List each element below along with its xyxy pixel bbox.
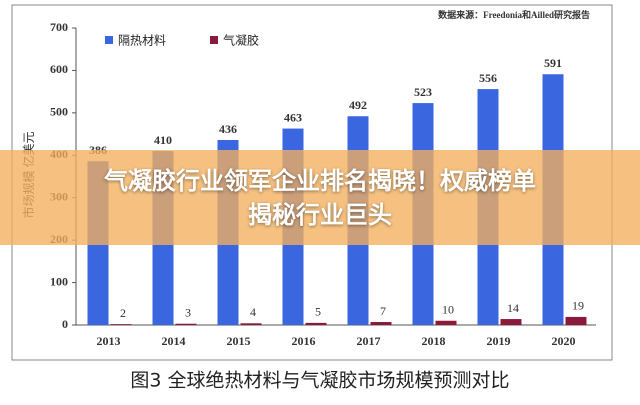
data-label: 556 — [479, 71, 497, 85]
data-label: 2 — [120, 306, 126, 320]
data-label: 492 — [349, 98, 367, 112]
legend-swatch — [210, 36, 218, 44]
banner-line: 气凝胶行业领军企业排名揭晓！权威榜单 — [104, 166, 536, 195]
data-label: 7 — [380, 304, 386, 318]
bar — [110, 324, 132, 325]
data-label: 410 — [154, 133, 172, 147]
x-tick-label: 2017 — [357, 334, 381, 348]
source-note: 数据来源：Freedonia和Ailled研究报告 — [438, 9, 590, 20]
bar — [175, 323, 197, 325]
data-label: 14 — [507, 301, 519, 315]
y-tick-label: 100 — [50, 274, 68, 288]
caption: 图3 全球绝热材料与气凝胶市场规模预测对比 — [130, 370, 509, 392]
y-tick-label: 500 — [50, 105, 68, 119]
legend-label: 隔热材料 — [118, 34, 166, 48]
bar — [565, 316, 587, 325]
data-label: 4 — [250, 305, 256, 319]
data-label: 3 — [185, 305, 191, 319]
data-label: 436 — [219, 122, 237, 136]
data-label: 10 — [442, 303, 454, 317]
bar — [370, 322, 392, 325]
x-tick-label: 2013 — [97, 334, 121, 348]
y-tick-label: 0 — [62, 317, 68, 331]
y-tick-label: 600 — [50, 62, 68, 76]
x-tick-label: 2015 — [227, 334, 251, 348]
bar — [500, 319, 522, 325]
bar — [305, 322, 327, 325]
legend-swatch — [105, 36, 113, 44]
data-label: 463 — [284, 110, 302, 124]
data-label: 19 — [572, 299, 584, 313]
legend-label: 气凝胶 — [223, 33, 259, 48]
data-label: 591 — [544, 56, 562, 70]
data-label: 523 — [414, 85, 432, 99]
x-tick-label: 2016 — [292, 334, 316, 348]
x-tick-label: 2020 — [552, 334, 576, 348]
x-tick-label: 2019 — [487, 334, 511, 348]
bar — [240, 323, 262, 325]
bar — [435, 320, 457, 325]
banner-line: 揭秘行业巨头 — [248, 200, 392, 229]
x-tick-label: 2018 — [422, 334, 446, 348]
y-tick-label: 700 — [50, 20, 68, 34]
data-label: 5 — [315, 305, 321, 319]
banner: 气凝胶行业领军企业排名揭晓！权威榜单 揭秘行业巨头 — [0, 150, 640, 245]
x-tick-label: 2014 — [162, 334, 186, 348]
